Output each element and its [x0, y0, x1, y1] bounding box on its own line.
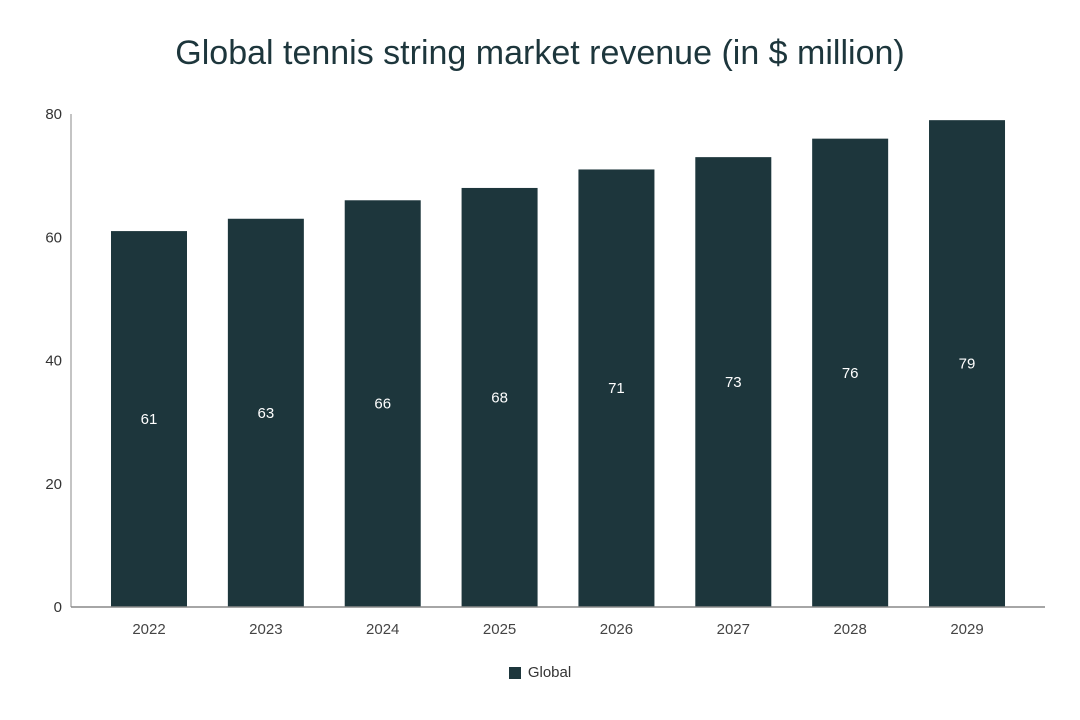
x-tick-label: 2022: [132, 621, 165, 638]
bar-2023: [227, 218, 304, 607]
x-tick-label: 2026: [600, 621, 633, 638]
data-label: 63: [258, 405, 275, 422]
y-tick-label: 60: [45, 229, 62, 246]
y-tick-label: 20: [45, 476, 62, 493]
x-tick-label: 2025: [483, 621, 516, 638]
data-label: 66: [374, 396, 391, 413]
bar-2027: [695, 157, 772, 607]
x-tick-label: 2027: [717, 621, 750, 638]
bar-2028: [812, 138, 889, 607]
data-label: 73: [725, 374, 742, 391]
legend-label: Global: [527, 664, 572, 681]
bar-2025: [461, 187, 538, 607]
chart-title: Global tennis string market revenue (in …: [175, 34, 905, 72]
data-label: 71: [608, 380, 625, 397]
bar-2026: [578, 169, 655, 607]
legend-swatch: [508, 666, 521, 679]
y-tick-label: 0: [54, 599, 62, 616]
y-tick-label: 40: [45, 353, 62, 370]
x-tick-label: 2029: [950, 621, 983, 638]
x-tick-label: 2024: [366, 621, 399, 638]
data-label: 79: [959, 356, 976, 373]
bar-2022: [111, 231, 187, 607]
bar-2024: [344, 200, 421, 607]
bar-2029: [929, 120, 1006, 607]
x-tick-label: 2028: [833, 621, 866, 638]
data-label: 76: [842, 365, 859, 382]
data-label: 61: [141, 411, 158, 428]
data-label: 68: [491, 389, 508, 406]
legend: Global: [0, 664, 1080, 681]
x-tick-label: 2023: [249, 621, 282, 638]
y-tick-label: 80: [45, 106, 62, 123]
